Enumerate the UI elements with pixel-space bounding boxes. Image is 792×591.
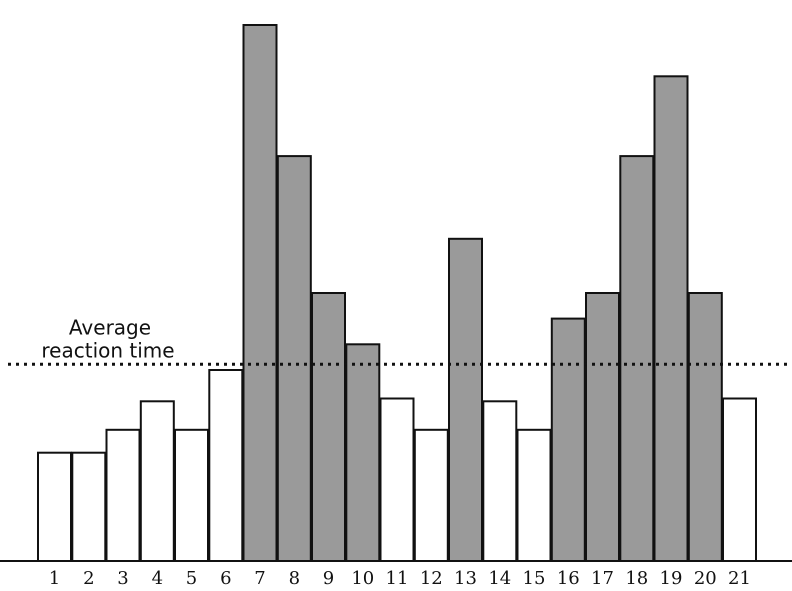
x-tick-label-7: 7 [254, 568, 265, 589]
x-tick-label-14: 14 [488, 568, 511, 589]
bar-1 [37, 451, 72, 563]
bar-7 [242, 24, 278, 562]
x-tick-label-11: 11 [386, 568, 409, 589]
bar-4 [139, 400, 175, 562]
x-tick-label-8: 8 [289, 568, 300, 589]
bar-6 [208, 369, 244, 562]
bar-21 [722, 397, 757, 562]
bar-20 [687, 292, 723, 562]
bar-19 [653, 75, 689, 563]
x-tick-label-10: 10 [351, 568, 374, 589]
x-tick-label-6: 6 [220, 568, 231, 589]
x-tick-label-1: 1 [49, 568, 60, 589]
x-tick-label-20: 20 [694, 568, 717, 589]
bar-3 [105, 428, 141, 562]
x-tick-label-5: 5 [186, 568, 197, 589]
x-tick-label-19: 19 [660, 568, 683, 589]
bar-15 [516, 428, 552, 562]
average-label-line2: reaction time [41, 338, 174, 362]
x-tick-label-16: 16 [557, 568, 580, 589]
bar-13 [448, 237, 483, 563]
x-tick-label-13: 13 [454, 568, 477, 589]
x-tick-label-9: 9 [323, 568, 334, 589]
bar-12 [413, 428, 449, 562]
bar-11 [379, 397, 415, 562]
x-tick-labels: 1 2 3 4 5 6 7 8 9 10 11 12 13 14 15 16 17 18 19 20 21 [49, 568, 751, 589]
x-tick-label-17: 17 [591, 568, 614, 589]
x-tick-label-18: 18 [625, 568, 648, 589]
x-tick-label-2: 2 [83, 568, 94, 589]
bar-9 [311, 292, 346, 562]
x-tick-label-12: 12 [420, 568, 443, 589]
bar-5 [174, 428, 209, 562]
x-tick-label-15: 15 [523, 568, 546, 589]
bar-2 [71, 451, 107, 563]
average-label-line1: Average [69, 315, 151, 339]
x-tick-label-21: 21 [728, 568, 751, 589]
bar-8 [276, 155, 312, 562]
bars-group [37, 24, 757, 563]
x-tick-label-3: 3 [117, 568, 128, 589]
bar-16 [550, 317, 586, 562]
bar-14 [482, 400, 518, 562]
bar-10 [345, 343, 381, 562]
bar-17 [585, 292, 620, 562]
x-tick-label-4: 4 [152, 568, 163, 589]
bar-18 [619, 155, 655, 562]
